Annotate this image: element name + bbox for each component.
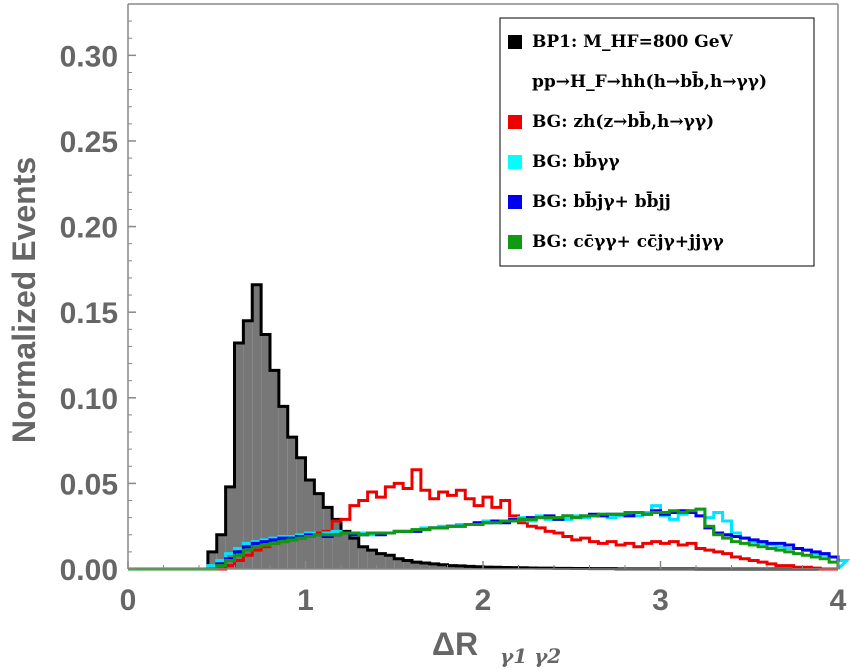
bp1-bar (252, 284, 262, 569)
bp1-bar (243, 320, 253, 569)
series-layer (128, 283, 850, 571)
legend-label-3: BG: bb̄jγ+ bb̄jj (532, 191, 671, 212)
legend-label-0: BP1: M_HF=800 GeV (532, 32, 734, 52)
x-axis-title: ΔR γ1 γ2 (432, 626, 561, 668)
bp1-bar (456, 565, 466, 569)
x-tick-label: 0 (120, 584, 137, 617)
legend-marker-0 (508, 35, 522, 49)
bp1-bar (447, 565, 457, 569)
legend-box (499, 17, 815, 267)
y-axis-label: Normalized Events (6, 157, 42, 443)
x-tick-label: 2 (475, 584, 492, 617)
y-tick-label: 0.25 (60, 126, 118, 159)
bp1-bar (296, 457, 306, 569)
bp1-bar (420, 563, 430, 569)
series-0 (128, 283, 838, 571)
y-tick-label: 0.15 (60, 297, 118, 330)
axes-layer (127, 3, 839, 570)
bp1-bar (367, 550, 377, 569)
bp1-bar (314, 493, 324, 569)
series-4 (128, 507, 840, 571)
y-tick-label: 0.30 (60, 40, 118, 73)
series-line-4 (128, 507, 840, 571)
y-tick-label: 0.05 (60, 468, 118, 501)
bp1-bar (332, 519, 341, 569)
legend-label-1: BG: zh(z→bb̄,h→γγ) (532, 111, 714, 132)
bp1-bar (385, 555, 395, 569)
bp1-bar (207, 551, 217, 569)
y-tick-label: 0.00 (60, 554, 118, 587)
legend-entries: BP1: M_HF=800 GeV pp→H_F→hh(h→bb̄,h→γγ) BG… (508, 32, 767, 252)
bp1-bar (358, 546, 368, 569)
bp1-bar (234, 343, 244, 569)
bp1-bar (323, 507, 333, 569)
legend-marker-2 (508, 155, 522, 169)
y-tick-label: 0.20 (60, 212, 118, 245)
legend-label-4: BG: cc̄γγ+ cc̄jγ+jjγγ (532, 232, 725, 252)
bp1-bar (287, 437, 297, 569)
x-tick-label: 3 (652, 584, 669, 617)
legend-marker-4 (508, 235, 522, 249)
legend: BP1: M_HF=800 GeV pp→H_F→hh(h→bb̄,h→γγ) BG… (499, 17, 815, 267)
legend-label-2: BG: bb̄γγ (532, 151, 620, 172)
bp1-bar (216, 534, 226, 569)
y-tick-label: 0.10 (60, 383, 118, 416)
series-line-1 (128, 468, 838, 571)
bp1-bar (438, 564, 448, 569)
bp1-bar (341, 531, 350, 569)
x-tick-label: 1 (297, 584, 314, 617)
bp1-bar (349, 538, 359, 569)
bp1-bar (403, 560, 412, 569)
x-tick-label: 4 (830, 584, 847, 617)
bp1-bar (429, 563, 439, 569)
ticks-layer: 0 1 2 3 4 0.00 0.05 0.10 0.15 0.20 0.25 0.30 (60, 20, 847, 617)
series-1 (128, 468, 838, 571)
bp1-bar (305, 479, 315, 569)
bp1-bar (270, 370, 279, 569)
bp1-bar (225, 486, 235, 569)
legend-label-0: pp→H_F→hh(h→bb̄,h→γγ) (532, 71, 767, 92)
bp1-bar (261, 334, 270, 569)
x-axis-label: ΔR (432, 626, 478, 662)
legend-marker-1 (508, 115, 522, 129)
bp1-bar (394, 558, 404, 569)
bp1-bar (412, 562, 421, 569)
legend-marker-3 (508, 195, 522, 209)
x-axis-label-subscript: γ1 γ2 (500, 644, 561, 668)
bp1-bar (376, 553, 386, 569)
bp1-bar (278, 406, 288, 569)
